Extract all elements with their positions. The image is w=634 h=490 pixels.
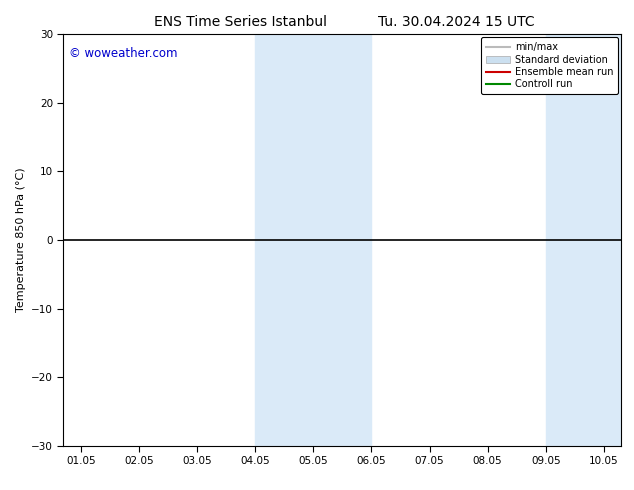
Y-axis label: Temperature 850 hPa (°C): Temperature 850 hPa (°C)	[16, 168, 25, 313]
Text: © woweather.com: © woweather.com	[69, 47, 178, 60]
Text: Tu. 30.04.2024 15 UTC: Tu. 30.04.2024 15 UTC	[378, 15, 535, 29]
Text: ENS Time Series Istanbul: ENS Time Series Istanbul	[155, 15, 327, 29]
Bar	[546, 34, 633, 446]
Legend: min/max, Standard deviation, Ensemble mean run, Controll run: min/max, Standard deviation, Ensemble me…	[481, 37, 618, 94]
Bar	[255, 34, 372, 446]
